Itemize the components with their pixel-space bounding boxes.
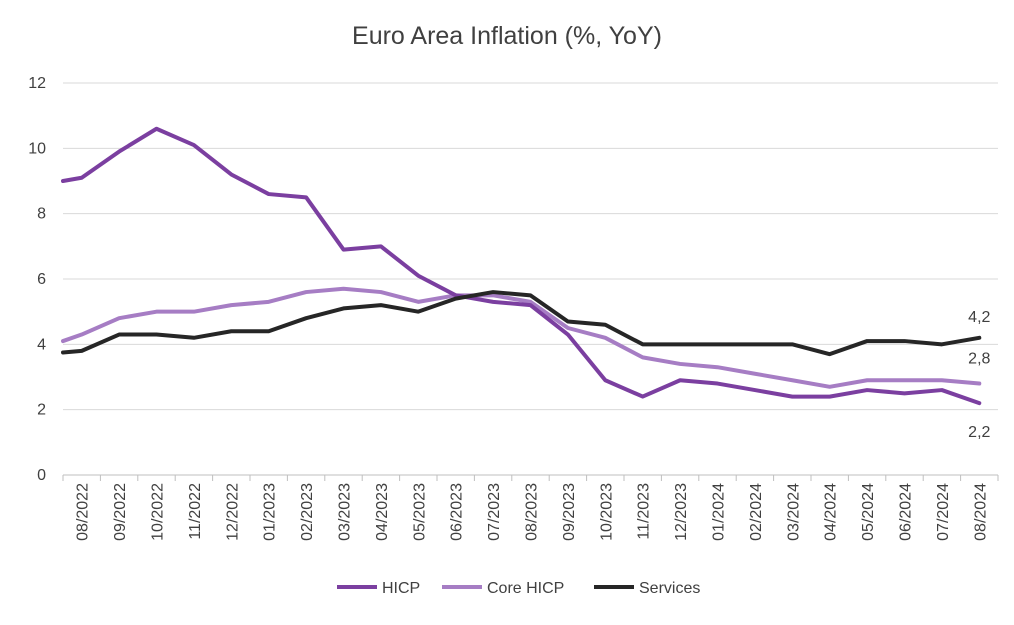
x-tick-label: 02/2023	[299, 483, 316, 541]
x-tick-label: 01/2024	[711, 483, 728, 541]
legend-label: Core HICP	[487, 580, 564, 597]
x-axis: 08/2022 09/2022 10/2022 11/2022 12/2022 01/20…	[62, 475, 999, 541]
x-tick-label: 04/2024	[823, 483, 840, 541]
gridlines	[63, 82, 998, 476]
x-tick-label: 12/2023	[673, 483, 690, 541]
x-tick-label: 07/2024	[935, 483, 952, 541]
y-tick-label: 6	[37, 271, 46, 288]
x-tick-label: 01/2023	[262, 483, 279, 541]
x-tick-label: 02/2024	[748, 483, 765, 541]
series-lines	[61, 126, 982, 406]
x-tick-label: 05/2024	[860, 483, 877, 541]
end-label: 2,2	[968, 424, 990, 441]
y-axis: 0 2 4 6 8 10 12	[28, 75, 46, 484]
x-tick-label: 10/2023	[598, 483, 615, 541]
x-tick-label: 10/2022	[150, 483, 167, 541]
legend-label: Services	[639, 580, 700, 597]
series-line-services	[61, 290, 982, 357]
x-tick-label: 12/2022	[224, 483, 241, 541]
x-tick-label: 08/2022	[75, 483, 92, 541]
x-tick-label: 09/2022	[112, 483, 129, 541]
x-tick-label: 04/2023	[374, 483, 391, 541]
y-tick-label: 12	[28, 75, 46, 92]
x-tick-label: 03/2023	[337, 483, 354, 541]
x-tick-label: 06/2023	[449, 483, 466, 541]
x-tick-label: 11/2023	[636, 483, 653, 540]
y-tick-label: 0	[37, 467, 46, 484]
series-line-hicp	[61, 126, 982, 406]
x-tick-label: 08/2024	[972, 483, 989, 541]
x-tick-label: 11/2022	[187, 483, 204, 540]
x-tick-label: 09/2023	[561, 483, 578, 541]
series-line-core-hicp	[61, 286, 982, 389]
chart-title: Euro Area Inflation (%, YoY)	[352, 22, 662, 50]
y-tick-label: 8	[37, 206, 46, 223]
legend: HICP Core HICP Services	[337, 580, 700, 597]
x-tick-label: 07/2023	[486, 483, 503, 541]
end-labels: 2,2 2,8 4,2	[968, 309, 990, 441]
end-label: 2,8	[968, 351, 990, 368]
x-tick-label: 06/2024	[898, 483, 915, 541]
x-tick-label: 05/2023	[411, 483, 428, 541]
y-tick-label: 4	[37, 336, 46, 353]
y-tick-label: 2	[37, 402, 46, 419]
x-tick-label: 03/2024	[785, 483, 802, 541]
end-label: 4,2	[968, 309, 990, 326]
y-tick-label: 10	[28, 140, 46, 157]
legend-label: HICP	[382, 580, 420, 597]
x-tick-label: 08/2023	[524, 483, 541, 541]
